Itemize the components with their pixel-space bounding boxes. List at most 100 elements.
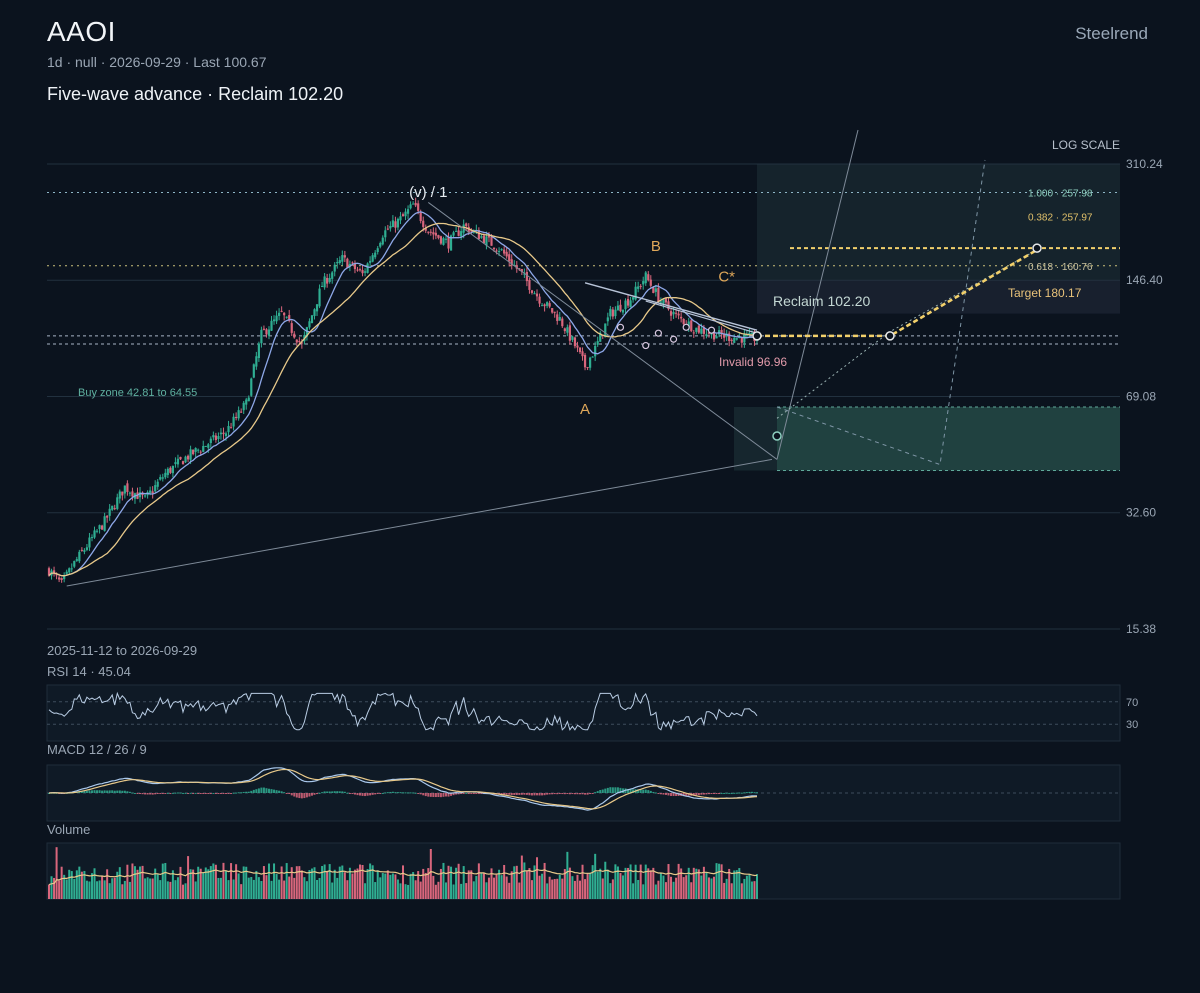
candle-body — [199, 451, 202, 453]
candle-body — [293, 333, 296, 338]
macd-hist-bar — [98, 790, 101, 793]
swing-marker-5 — [707, 326, 716, 334]
candle-body — [278, 312, 281, 316]
candle-body — [85, 547, 89, 550]
macd-hist-bar — [184, 792, 187, 794]
macd-hist-bar — [260, 787, 263, 793]
volume-bar — [250, 877, 253, 899]
volume-bar — [85, 880, 88, 899]
volume-bar — [278, 879, 281, 899]
fib-0618-label: 0.618 · 160.76 — [1028, 262, 1093, 273]
macd-hist-bar — [606, 787, 609, 793]
volume-bar — [533, 865, 536, 899]
macd-hist-bar — [151, 793, 154, 795]
macd-hist-bar — [639, 789, 642, 793]
macd-hist-bar — [571, 793, 574, 795]
macd-hist-bar — [518, 793, 521, 795]
volume-bar — [733, 870, 736, 899]
macd-hist-bar — [371, 793, 374, 795]
macd-hist-bar — [657, 793, 660, 794]
macd-hist-bar — [434, 793, 437, 798]
candle-body — [371, 255, 374, 262]
candle-body — [169, 467, 172, 473]
candle-body — [609, 308, 612, 317]
candle-body — [121, 491, 124, 496]
macd-hist-bar — [672, 793, 675, 797]
candle-body — [707, 332, 711, 334]
candle-body — [88, 537, 91, 548]
candle-body — [78, 551, 81, 562]
macd-hist-bar — [566, 793, 569, 794]
macd-hist-bar — [169, 793, 172, 794]
macd-hist-bar — [384, 792, 387, 794]
volume-bar — [197, 866, 200, 899]
candle-body — [323, 276, 326, 288]
volume-bar — [346, 880, 349, 899]
macd-hist-bar — [556, 793, 559, 795]
volume-bar — [298, 866, 301, 899]
projection-node-2 — [1032, 243, 1042, 253]
volume-bar — [568, 867, 571, 899]
macd-hist-bar — [728, 792, 731, 794]
volume-bar — [629, 864, 632, 899]
volume-bar — [465, 883, 468, 899]
volume-bar — [166, 881, 169, 899]
macd-hist-bar — [642, 789, 645, 793]
candle-body — [154, 485, 157, 492]
candle-body — [503, 249, 506, 254]
macd-hist-bar — [573, 793, 576, 795]
macd-hist-bar — [310, 793, 313, 796]
macd-hist-bar — [209, 793, 212, 794]
volume-bar — [576, 874, 579, 899]
candle-body — [674, 312, 678, 314]
candle-body — [90, 537, 94, 539]
candle-body — [143, 495, 147, 497]
candle-body — [556, 314, 559, 321]
volume-bar — [179, 866, 182, 899]
volume-bar — [718, 863, 721, 899]
macd-hist-bar — [171, 792, 174, 794]
volume-bar — [682, 877, 685, 899]
volume-bar — [561, 878, 564, 899]
volume-bar — [106, 869, 109, 899]
volume-bar — [288, 876, 291, 899]
fib-1000-label: 1.000 · 257.98 — [1028, 189, 1093, 200]
macd-hist-bar — [300, 793, 303, 799]
candle-body — [404, 211, 407, 217]
macd-hist-bar — [503, 793, 506, 795]
volume-bar — [520, 855, 523, 899]
candle-body — [174, 462, 177, 464]
brand-name: Steelrend — [1075, 24, 1148, 43]
candle-body — [131, 491, 134, 497]
macd-hist-bar — [128, 791, 131, 793]
volume-bar — [149, 878, 152, 899]
macd-hist-bar — [161, 793, 164, 794]
volume-bar — [88, 881, 91, 899]
volume-bar — [500, 875, 503, 899]
volume-bar — [103, 880, 106, 899]
volume-bar — [515, 865, 518, 899]
volume-bar — [108, 883, 111, 899]
log-scale-label: LOG SCALE — [1052, 138, 1120, 152]
volume-bar — [439, 868, 442, 899]
volume-bar — [98, 880, 101, 899]
volume-bar — [156, 874, 159, 899]
volume-bar — [341, 865, 344, 899]
macd-hist-bar — [376, 793, 379, 794]
macd-hist-bar — [118, 790, 121, 793]
candle-body — [242, 402, 245, 411]
candle-body — [700, 328, 703, 334]
y-tick-label: 146.40 — [1126, 273, 1163, 287]
candle-body — [149, 490, 152, 493]
volume-bar — [657, 880, 660, 899]
volume-bar — [68, 869, 71, 899]
volume-bar — [245, 866, 248, 899]
candle-body — [447, 237, 450, 249]
candle-body — [326, 277, 329, 284]
volume-bar — [581, 864, 584, 899]
macd-hist-bar — [480, 793, 483, 794]
candle-body — [63, 575, 66, 580]
macd-hist-bar — [176, 792, 179, 794]
candle-body — [181, 461, 185, 465]
